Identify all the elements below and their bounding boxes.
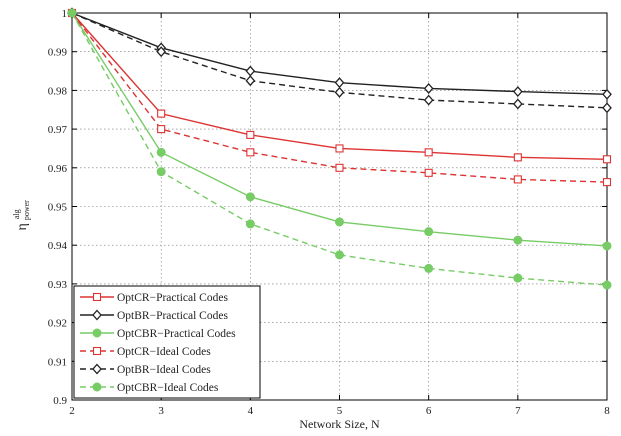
x-axis-label: Network Size, N (299, 417, 380, 431)
data-point (335, 250, 344, 260)
legend-label: OptBR−Practical Codes (117, 310, 228, 322)
y-tick-label: 0.94 (48, 240, 68, 252)
data-point (156, 46, 167, 58)
data-point (424, 148, 433, 157)
data-point (513, 153, 522, 162)
legend: OptCR−Practical Codes OptBR−Practical Cod… (73, 285, 261, 399)
y-axis-label-sub: power (22, 200, 31, 220)
data-point (602, 102, 612, 114)
data-point (245, 219, 255, 229)
data-point (245, 75, 256, 87)
data-point (512, 86, 523, 98)
y-tick-label: 0.91 (48, 356, 67, 368)
data-point (513, 235, 523, 245)
legend-label: OptCR−Practical Codes (117, 292, 228, 304)
legend-box (73, 285, 261, 399)
y-tick-label: 0.9 (53, 395, 67, 407)
y-axis-label: η power alg (12, 197, 32, 231)
legend-swatch-marker (92, 328, 102, 338)
y-tick-label: 0.92 (48, 318, 67, 330)
data-point (156, 167, 166, 177)
data-point (602, 241, 612, 251)
legend-swatch-marker (92, 346, 102, 356)
legend-label: OptCBR−Practical Codes (117, 328, 236, 340)
y-tick-label: 0.96 (48, 163, 68, 175)
x-tick-label: 2 (69, 405, 75, 417)
y-tick-label: 0.99 (48, 47, 68, 59)
data-point (245, 192, 255, 202)
data-point (157, 109, 166, 118)
x-tick-label: 4 (248, 405, 254, 417)
y-axis-label-text: η power alg (12, 197, 32, 230)
data-point (423, 82, 434, 94)
series-4 (67, 8, 612, 187)
legend-item: OptBR−Ideal Codes (80, 363, 211, 376)
legend-label: OptCBR−Ideal Codes (117, 382, 219, 394)
legend-item: OptBR−Practical Codes (80, 309, 228, 322)
y-tick-label: 0.97 (48, 124, 68, 136)
legend-swatch-marker (92, 382, 102, 392)
data-point (335, 144, 344, 153)
legend-label: OptCR−Ideal Codes (117, 346, 211, 358)
x-tick-label: 3 (158, 405, 164, 417)
legend-swatch-marker (92, 309, 102, 321)
legend-item: OptCBR−Practical Codes (80, 328, 236, 340)
series-6 (67, 8, 612, 290)
data-point (424, 227, 434, 237)
legend-swatch-marker (92, 363, 102, 375)
data-point (602, 280, 612, 290)
data-point (602, 178, 612, 187)
data-point (513, 175, 522, 184)
legend-swatch-marker (92, 292, 102, 302)
series-1 (67, 8, 612, 164)
data-point (246, 130, 255, 139)
x-tick-label: 8 (604, 405, 610, 417)
data-point (67, 8, 77, 18)
data-point (424, 263, 434, 273)
data-point (335, 217, 344, 227)
y-tick-label: 0.98 (48, 85, 68, 97)
x-tick-label: 5 (337, 405, 343, 417)
data-point (156, 147, 166, 157)
data-point (335, 163, 344, 172)
legend-item: OptCR−Practical Codes (80, 292, 228, 304)
y-tick-label: 0.95 (48, 202, 68, 214)
data-point (334, 86, 345, 98)
data-point (602, 88, 612, 100)
x-tick-label: 7 (515, 405, 521, 417)
y-tick-label: 1 (62, 8, 68, 20)
x-tick-label: 6 (426, 405, 432, 417)
data-point (513, 273, 523, 283)
y-axis-label-sup: alg (12, 209, 21, 219)
legend-item: OptCR−Ideal Codes (80, 346, 211, 358)
legend-label: OptBR−Ideal Codes (117, 364, 211, 376)
y-axis-label-main: η (15, 223, 30, 230)
data-point (424, 168, 433, 177)
series-layer (67, 7, 612, 290)
data-point (423, 94, 434, 106)
data-point (157, 125, 166, 134)
data-point (602, 155, 612, 164)
data-point (246, 148, 255, 157)
data-point (512, 98, 523, 110)
legend-item: OptCBR−Ideal Codes (80, 382, 219, 394)
axis-ticks: 2 3 4 5 6 7 8 0.9 0.91 0.92 0.93 0.94 0.95 0.96 0.97 0.… (48, 8, 611, 417)
y-tick-label: 0.93 (48, 279, 68, 291)
